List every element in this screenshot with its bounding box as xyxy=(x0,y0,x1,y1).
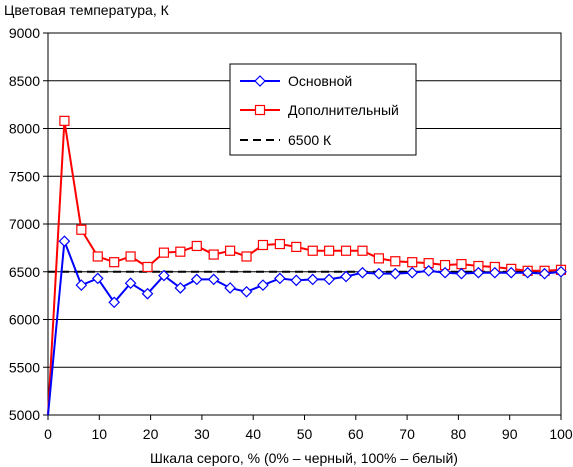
data-point xyxy=(91,272,104,285)
data-point xyxy=(225,245,236,256)
y-tick-label: 8000 xyxy=(9,121,40,137)
x-tick-label: 80 xyxy=(451,426,467,442)
legend-items: Основной Дополнительный 6500 К xyxy=(240,73,399,148)
data-point xyxy=(158,269,170,282)
x-tick-label: 60 xyxy=(348,426,364,442)
y-tick-label: 6000 xyxy=(9,312,40,328)
data-point xyxy=(125,251,136,262)
data-point xyxy=(456,259,467,270)
y-tick-label: 5500 xyxy=(9,359,40,375)
data-point xyxy=(141,287,154,300)
data-point xyxy=(59,115,70,126)
data-point xyxy=(407,257,418,268)
data-point xyxy=(306,273,319,286)
legend-item: Основной xyxy=(240,73,352,89)
y-tick-label: 7500 xyxy=(9,168,40,184)
plot-frame xyxy=(47,32,562,416)
chart-title: Цветовая температура, К xyxy=(4,2,170,18)
data-point xyxy=(58,235,71,248)
data-point xyxy=(109,257,120,268)
data-point xyxy=(290,274,303,287)
data-point xyxy=(291,241,302,253)
data-point xyxy=(241,251,252,262)
data-point xyxy=(521,266,534,279)
data-point xyxy=(356,266,369,279)
data-point xyxy=(108,296,121,309)
y-tick-label: 6500 xyxy=(9,264,40,280)
legend-marker xyxy=(254,104,266,116)
series-line xyxy=(47,120,562,416)
x-tick-label: 40 xyxy=(245,426,261,442)
x-tick-label: 100 xyxy=(549,426,573,442)
series-1 xyxy=(47,115,567,416)
data-point xyxy=(455,267,468,280)
legend-label: 6500 К xyxy=(288,132,332,148)
data-point xyxy=(274,272,286,285)
data-point xyxy=(307,245,318,256)
x-tick-label: 30 xyxy=(194,426,210,442)
legend-item: Дополнительный xyxy=(240,102,399,118)
x-tick-label: 0 xyxy=(44,426,52,442)
x-tick-labels: 0 10 20 30 40 50 60 70 80 90 100 xyxy=(44,426,573,442)
data-point xyxy=(422,264,435,277)
data-point xyxy=(505,266,518,279)
data-point xyxy=(340,245,352,256)
data-point xyxy=(340,270,352,283)
data-point xyxy=(488,266,501,279)
data-point xyxy=(357,245,368,256)
legend-label: Дополнительный xyxy=(288,102,399,118)
legend-item: 6500 К xyxy=(240,132,332,148)
data-point xyxy=(373,253,384,264)
data-point xyxy=(191,240,202,252)
data-point xyxy=(324,245,335,256)
x-tick-label: 20 xyxy=(143,426,159,442)
series-0 xyxy=(47,235,567,416)
data-point xyxy=(208,249,219,260)
data-point xyxy=(75,279,88,291)
legend: Основной Дополнительный 6500 К xyxy=(229,63,417,156)
x-tick-label: 10 xyxy=(92,426,108,442)
x-tick-label: 90 xyxy=(502,426,518,442)
data-point xyxy=(92,251,103,262)
y-tick-labels: 5000 5500 6000 6500 7000 7500 8000 8500 9000 xyxy=(9,25,40,423)
data-point xyxy=(538,267,551,280)
data-point xyxy=(257,239,269,251)
data-point xyxy=(158,247,170,258)
data-point xyxy=(323,273,335,286)
data-point xyxy=(124,277,137,290)
data-point xyxy=(406,266,419,279)
x-tick-label: 70 xyxy=(399,426,415,442)
legend-marker xyxy=(254,75,266,87)
data-point xyxy=(472,266,485,279)
data-point xyxy=(175,246,186,257)
data-point xyxy=(224,282,236,294)
data-point xyxy=(174,282,187,294)
data-point xyxy=(207,273,220,286)
x-tick-label: 50 xyxy=(297,426,313,442)
y-tick-label: 9000 xyxy=(9,25,40,41)
y-tick-label: 8500 xyxy=(9,73,40,89)
data-point xyxy=(142,261,153,273)
data-point xyxy=(240,285,253,298)
data-point xyxy=(190,273,203,286)
y-tick-label: 7000 xyxy=(9,216,40,232)
data-point xyxy=(389,267,402,280)
data-point xyxy=(555,265,567,278)
y-tick-label: 5000 xyxy=(9,407,40,423)
data-point xyxy=(439,266,451,279)
legend-label: Основной xyxy=(288,73,352,89)
data-point xyxy=(373,267,385,280)
x-axis-label: Шкала серого, % (0% – черный, 100% – бел… xyxy=(150,450,458,466)
series-layer xyxy=(47,115,567,416)
data-point xyxy=(76,224,87,235)
data-point xyxy=(274,238,285,250)
data-point xyxy=(390,256,401,267)
data-point xyxy=(257,279,269,291)
